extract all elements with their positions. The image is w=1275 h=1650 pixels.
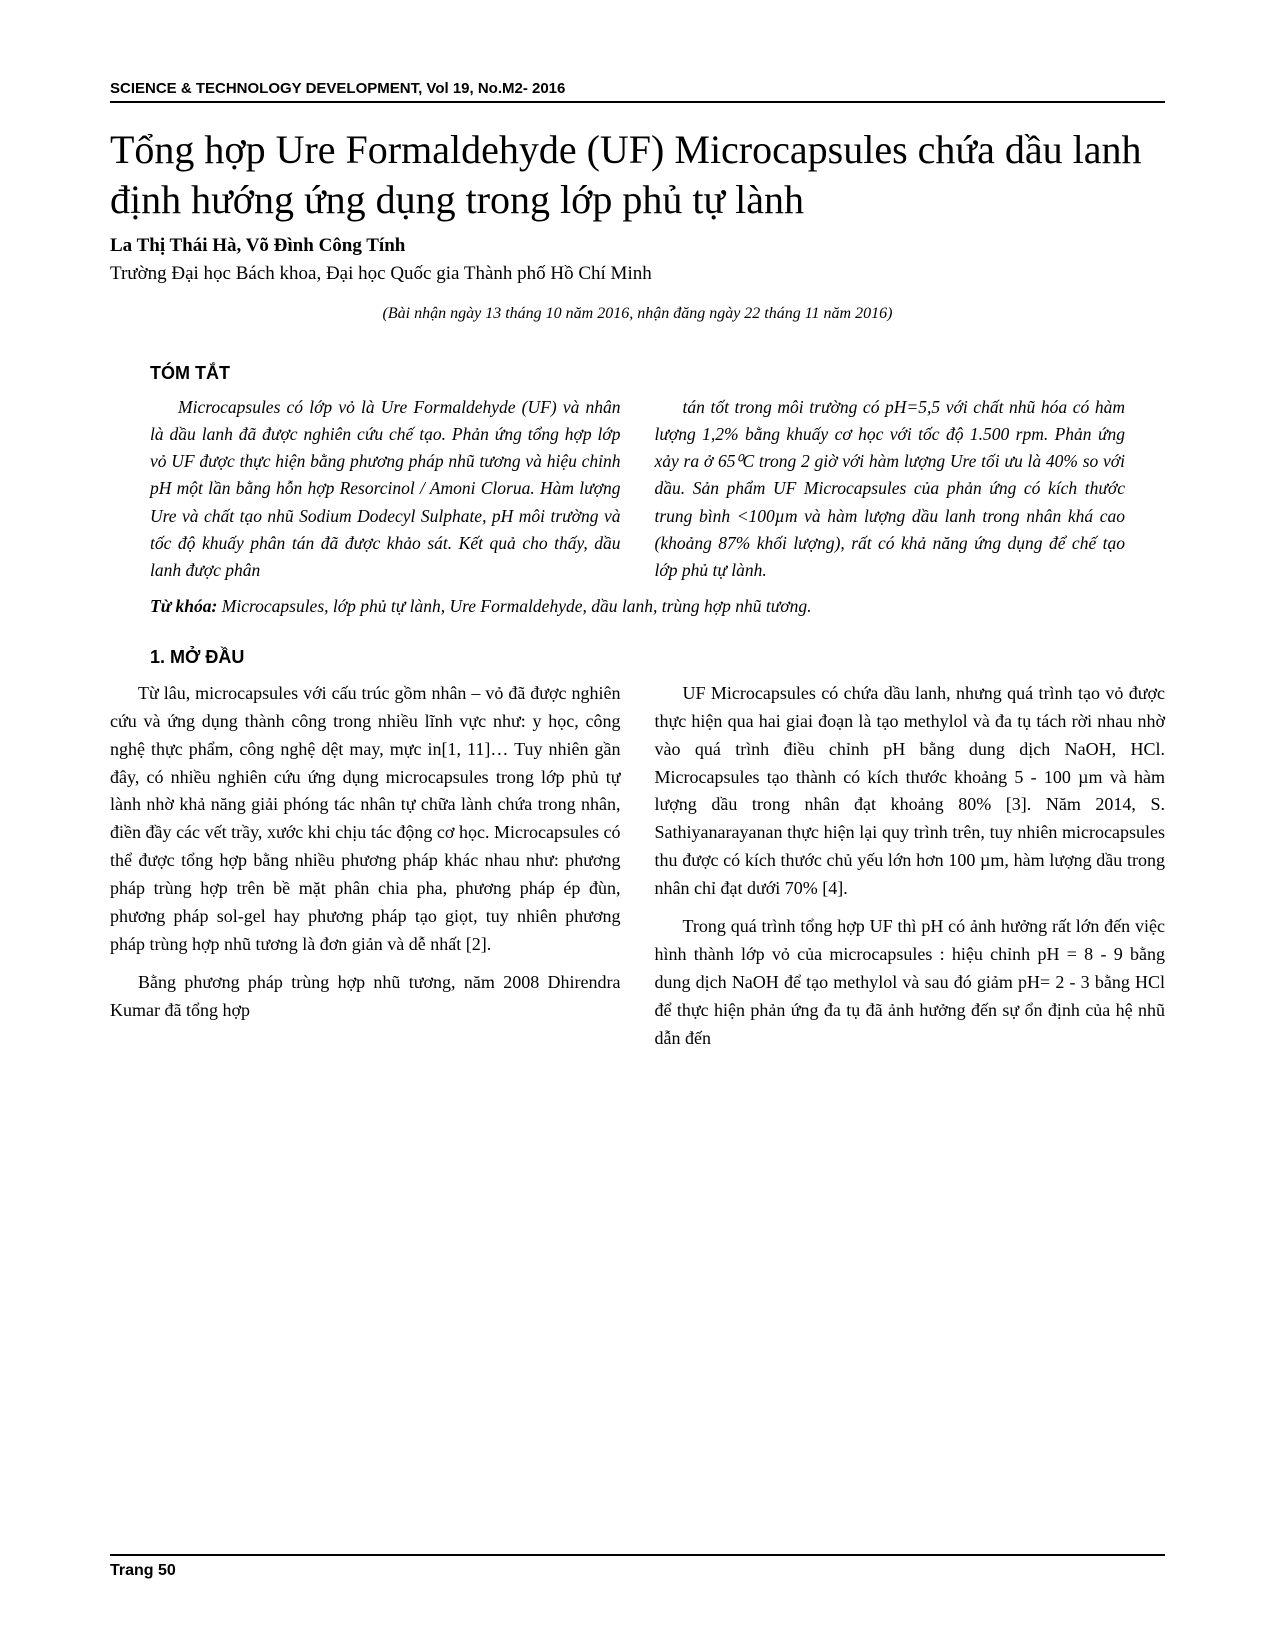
body-left-p2: Bằng phương pháp trùng hợp nhũ tương, nă… [110, 969, 621, 1025]
keywords-label: Từ khóa: [150, 596, 217, 616]
received-dates: (Bài nhận ngày 13 tháng 10 năm 2016, nhậ… [110, 305, 1165, 323]
article-title: Tổng hợp Ure Formaldehyde (UF) Microcaps… [110, 125, 1165, 225]
keywords-text: Microcapsules, lớp phủ tự lành, Ure Form… [217, 596, 811, 616]
journal-header: SCIENCE & TECHNOLOGY DEVELOPMENT, Vol 19… [110, 80, 1165, 103]
authors: La Thị Thái Hà, Võ Đình Công Tính [110, 235, 1165, 257]
body-columns: Từ lâu, microcapsules với cấu trúc gồm n… [110, 680, 1165, 1063]
affiliation: Trường Đại học Bách khoa, Đại học Quốc g… [110, 263, 1165, 285]
abstract-section: TÓM TẮT Microcapsules có lớp vỏ là Ure F… [110, 363, 1165, 617]
body-left-p1: Từ lâu, microcapsules với cấu trúc gồm n… [110, 680, 621, 959]
page-number: Trang 50 [110, 1562, 176, 1579]
body-right-col: UF Microcapsules có chứa dầu lanh, nhưng… [655, 680, 1166, 1063]
abstract-right-col: tán tốt trong môi trường có pH=5,5 với c… [655, 394, 1126, 584]
abstract-left-col: Microcapsules có lớp vỏ là Ure Formaldeh… [150, 394, 621, 584]
abstract-columns: Microcapsules có lớp vỏ là Ure Formaldeh… [150, 394, 1125, 584]
page-footer: Trang 50 [110, 1554, 1165, 1580]
body-left-col: Từ lâu, microcapsules với cấu trúc gồm n… [110, 680, 621, 1063]
section-1: 1. MỞ ĐẦU Từ lâu, microcapsules với cấu … [110, 647, 1165, 1063]
body-right-p2: Trong quá trình tổng hợp UF thì pH có ản… [655, 913, 1166, 1052]
abstract-heading: TÓM TẮT [150, 363, 1125, 384]
section-1-heading: 1. MỞ ĐẦU [110, 647, 1165, 668]
body-right-p1: UF Microcapsules có chứa dầu lanh, nhưng… [655, 680, 1166, 903]
abstract-right-text: tán tốt trong môi trường có pH=5,5 với c… [655, 394, 1126, 584]
keywords-line: Từ khóa: Microcapsules, lớp phủ tự lành,… [150, 596, 1125, 617]
abstract-left-text: Microcapsules có lớp vỏ là Ure Formaldeh… [150, 394, 621, 584]
